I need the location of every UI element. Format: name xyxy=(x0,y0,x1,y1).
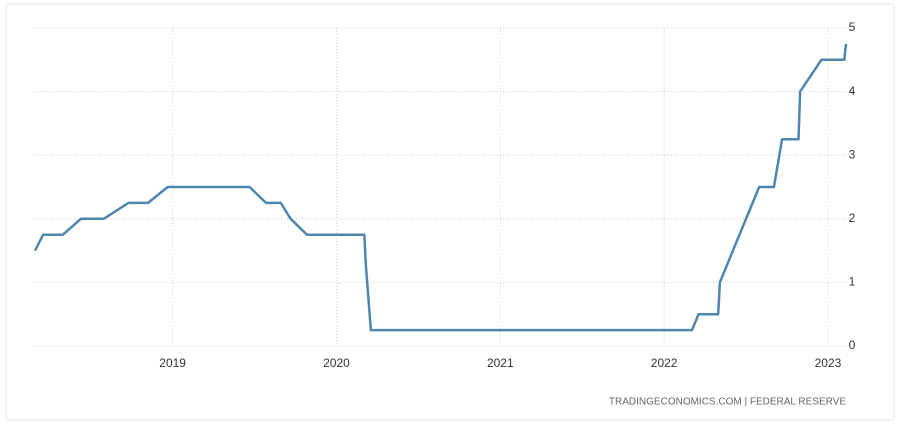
x-tick-label: 2020 xyxy=(323,356,350,370)
x-tick-label: 2022 xyxy=(651,356,678,370)
y-tick-label: 0 xyxy=(849,338,856,352)
x-tick-label: 2021 xyxy=(487,356,514,370)
line xyxy=(33,43,848,332)
y-tick-label: 5 xyxy=(849,20,856,34)
y-tick-label: 1 xyxy=(849,275,856,289)
x-tick-label: 2019 xyxy=(159,356,186,370)
y-tick-label: 2 xyxy=(849,211,856,225)
y-tick-label: 3 xyxy=(849,147,856,161)
x-tick-label: 2023 xyxy=(815,356,842,370)
y-tick-label: 4 xyxy=(849,84,856,98)
source: TRADINGECONOMICS.COM | FEDERAL RESERVE xyxy=(609,397,846,408)
frame xyxy=(5,3,895,421)
